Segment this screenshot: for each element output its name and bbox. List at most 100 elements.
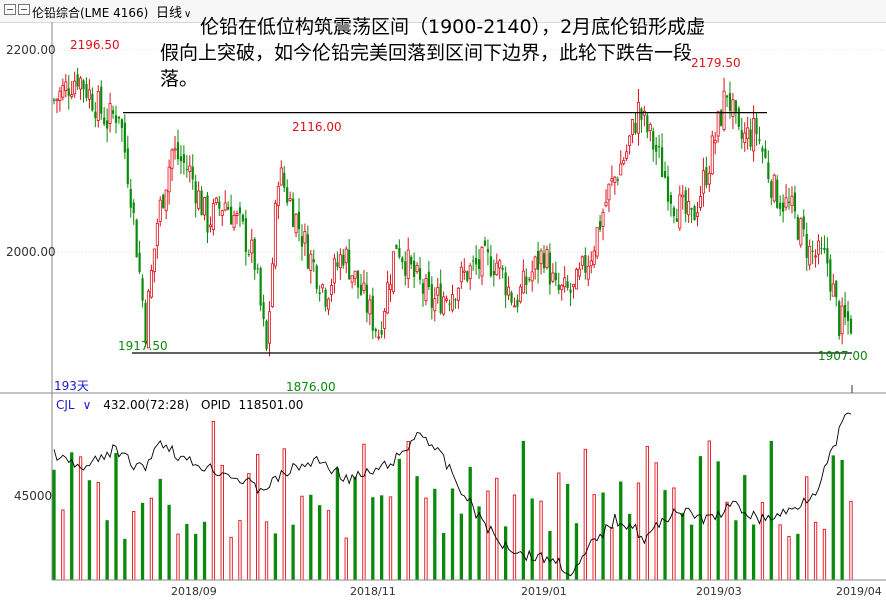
candle-body-up — [831, 283, 835, 297]
candle-body-down — [356, 270, 360, 288]
candle-body-up — [332, 258, 336, 284]
candle-body-up — [155, 222, 159, 246]
volume-bar-up — [229, 536, 233, 581]
candle-body-down — [835, 280, 838, 298]
candle-body-up — [149, 270, 153, 298]
candle-body-up — [790, 195, 794, 206]
volume-bar-down — [397, 458, 402, 581]
candle-body-up — [87, 89, 91, 100]
volume-bar-up — [78, 456, 83, 581]
candle-body-down — [421, 283, 425, 294]
volume-indicator-dropdown[interactable]: CJL ∨ — [56, 398, 92, 412]
minimize-icon[interactable] — [4, 4, 16, 15]
volume-bar-down — [52, 469, 56, 581]
candle-body-up — [577, 268, 581, 277]
candle-body-down — [843, 305, 847, 318]
restore-icon[interactable] — [18, 4, 30, 15]
candle-body-down — [206, 195, 209, 233]
candle-body-up — [681, 194, 685, 198]
volume-bar-down — [548, 530, 552, 581]
candle-body-up — [329, 284, 333, 295]
candle-body-down — [126, 148, 129, 185]
candle-body-down — [371, 295, 374, 331]
candle-body-up — [808, 245, 812, 266]
candle-body-down — [359, 284, 363, 295]
x-tick-label: 2019/04 — [836, 585, 882, 598]
candle-body-up — [389, 284, 393, 291]
candle-body-down — [672, 207, 675, 217]
volume-bar-down — [831, 455, 835, 581]
candle-body-down — [554, 272, 557, 281]
candle-body-down — [100, 86, 103, 114]
candle-body-down — [634, 122, 637, 134]
candle-body-down — [348, 249, 351, 280]
candle-body-up — [533, 256, 537, 270]
volume-bar-up — [176, 533, 180, 581]
candle-body-up — [619, 163, 623, 176]
period-dropdown[interactable]: 日线 ∨ — [156, 2, 191, 21]
candle-body-down — [241, 214, 245, 222]
candle-body-up — [563, 277, 567, 288]
volume-bar-down — [415, 476, 419, 581]
price-annotations: 2196.50 2116.00 2179.50 1917.50 1876.00 … — [54, 38, 868, 394]
candle-body-up — [713, 139, 717, 144]
volume-bar-up — [725, 501, 729, 581]
candle-body-up — [391, 251, 395, 293]
volume-bar-down — [743, 475, 747, 581]
candle-body-up — [495, 262, 499, 276]
candle-body-down — [413, 260, 416, 278]
volume-bar-down — [353, 476, 357, 581]
volume-bar-up — [61, 509, 65, 581]
candle-body-up — [840, 305, 844, 335]
candle-body-down — [658, 146, 661, 148]
volume-bar-up — [264, 521, 269, 581]
volume-bar-up — [645, 445, 649, 581]
candle-body-down — [755, 117, 758, 135]
candle-body-down — [725, 95, 729, 98]
candle-body-up — [188, 165, 192, 172]
candle-body-up — [743, 132, 747, 143]
candle-body-down — [454, 299, 457, 301]
candle-body-down — [312, 259, 315, 263]
candle-body-down — [693, 206, 696, 221]
candle-body-down — [793, 192, 797, 212]
candle-body-down — [297, 211, 301, 230]
candle-body-down — [758, 139, 761, 141]
candle-body-down — [796, 217, 799, 240]
candle-body-down — [365, 284, 368, 313]
candle-body-up — [687, 201, 691, 216]
volume-bar-up — [220, 464, 224, 581]
candle-body-down — [501, 267, 504, 270]
candle-body-down — [117, 116, 121, 119]
candle-body-up — [498, 260, 502, 269]
candle-body-down — [398, 248, 401, 258]
candle-body-down — [675, 218, 678, 222]
candle-body-up — [64, 81, 68, 91]
volume-bar-down — [433, 488, 437, 581]
candle-body-up — [678, 194, 682, 229]
candle-body-down — [655, 144, 658, 152]
candle-body-up — [61, 85, 65, 98]
volume-bar-down — [565, 483, 570, 581]
candle-body-down — [770, 181, 773, 198]
volume-bar-up — [557, 472, 561, 581]
candle-body-up — [327, 298, 331, 310]
candle-body-down — [94, 111, 97, 119]
candle-body-up — [698, 196, 702, 208]
candle-body-up — [164, 189, 168, 212]
candle-body-down — [85, 84, 88, 98]
volume-bar-up — [247, 473, 251, 581]
volume-bar-down — [521, 440, 525, 581]
volume-bar-up — [787, 535, 791, 581]
candle-body-up — [158, 199, 162, 222]
volume-bar-up — [539, 500, 543, 581]
candle-body-up — [710, 135, 714, 175]
volume-bar-down — [751, 524, 756, 581]
candle-body-down — [286, 187, 289, 203]
volume-bar-up — [282, 448, 286, 581]
volume-bar-up — [707, 440, 711, 581]
volume-bar-down — [87, 480, 92, 581]
volume-bar-down — [105, 520, 109, 581]
candle-body-up — [580, 256, 584, 266]
